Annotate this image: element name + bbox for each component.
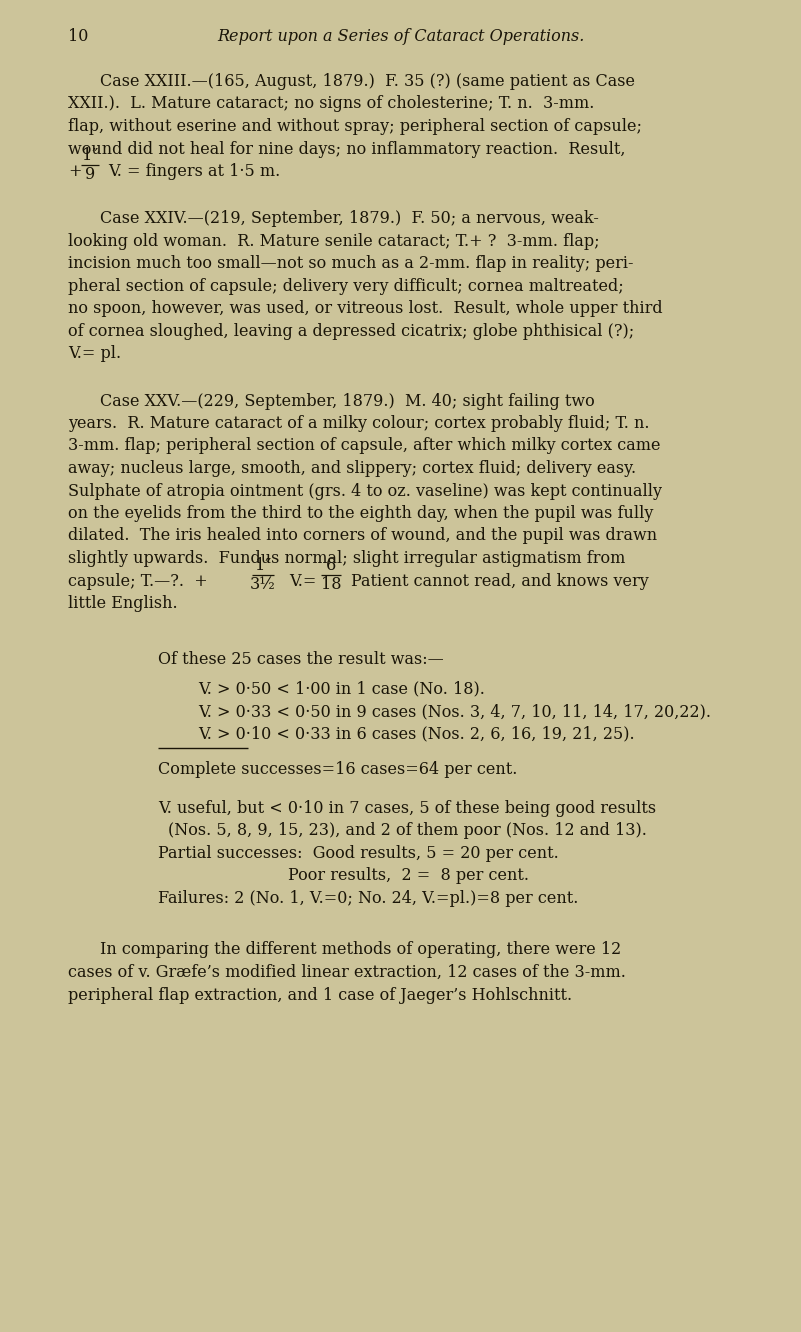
Text: Partial successes:  Good results, 5 = 20 per cent.: Partial successes: Good results, 5 = 20 … <box>158 844 559 862</box>
Text: Case XXIV.—(219, September, 1879.)  F. 50; a nervous, weak-: Case XXIV.—(219, September, 1879.) F. 50… <box>100 210 599 228</box>
Text: 3½: 3½ <box>250 575 276 593</box>
Text: XXII.).  L. Mature cataract; no signs of cholesterine; T. n.  3-mm.: XXII.). L. Mature cataract; no signs of … <box>68 96 594 112</box>
Text: V. > 0·10 < 0·33 in 6 cases (Nos. 2, 6, 16, 19, 21, 25).: V. > 0·10 < 0·33 in 6 cases (Nos. 2, 6, … <box>198 726 634 742</box>
Text: 18: 18 <box>320 575 341 593</box>
Text: Failures: 2 (No. 1, V.=0; No. 24, V.=pl.)=8 per cent.: Failures: 2 (No. 1, V.=0; No. 24, V.=pl.… <box>158 890 578 907</box>
Text: pheral section of capsule; delivery very difficult; cornea maltreated;: pheral section of capsule; delivery very… <box>68 278 624 294</box>
Text: 10: 10 <box>68 28 88 45</box>
Text: of cornea sloughed, leaving a depressed cicatrix; globe phthisical (?);: of cornea sloughed, leaving a depressed … <box>68 322 634 340</box>
Text: Case XXV.—(229, September, 1879.)  M. 40; sight failing two: Case XXV.—(229, September, 1879.) M. 40;… <box>100 393 595 409</box>
Text: In comparing the different methods of operating, there were 12: In comparing the different methods of op… <box>100 942 622 959</box>
Text: years.  R. Mature cataract of a milky colour; cortex probably fluid; T. n.: years. R. Mature cataract of a milky col… <box>68 416 650 432</box>
Text: 3-mm. flap; peripheral section of capsule, after which milky cortex came: 3-mm. flap; peripheral section of capsul… <box>68 437 661 454</box>
Text: peripheral flap extraction, and 1 case of Jaeger’s Hohlschnitt.: peripheral flap extraction, and 1 case o… <box>68 987 572 1003</box>
Text: 9: 9 <box>85 166 95 184</box>
Text: V.= pl.: V.= pl. <box>68 345 121 362</box>
Text: incision much too small—not so much as a 2-mm. flap in reality; peri-: incision much too small—not so much as a… <box>68 256 634 272</box>
Text: Case XXIII.—(165, August, 1879.)  F. 35 (?) (same patient as Case: Case XXIII.—(165, August, 1879.) F. 35 (… <box>100 73 635 91</box>
Text: capsule; T.—?.  +: capsule; T.—?. + <box>68 573 207 590</box>
Text: V. > 0·33 < 0·50 in 9 cases (Nos. 3, 4, 7, 10, 11, 14, 17, 20,22).: V. > 0·33 < 0·50 in 9 cases (Nos. 3, 4, … <box>198 703 711 721</box>
Text: cases of v. Græfe’s modified linear extraction, 12 cases of the 3-mm.: cases of v. Græfe’s modified linear extr… <box>68 964 626 980</box>
Text: wound did not heal for nine days; no inflammatory reaction.  Result,: wound did not heal for nine days; no inf… <box>68 140 626 157</box>
Text: away; nucleus large, smooth, and slippery; cortex fluid; delivery easy.: away; nucleus large, smooth, and slipper… <box>68 460 636 477</box>
Text: V. > 0·50 < 1·00 in 1 case (No. 18).: V. > 0·50 < 1·00 in 1 case (No. 18). <box>198 681 485 698</box>
Text: on the eyelids from the third to the eighth day, when the pupil was fully: on the eyelids from the third to the eig… <box>68 505 654 522</box>
Text: Sulphate of atropia ointment (grs. 4 to oz. vaseline) was kept continually: Sulphate of atropia ointment (grs. 4 to … <box>68 482 662 500</box>
Text: +: + <box>68 163 82 180</box>
Text: no spoon, however, was used, or vitreous lost.  Result, whole upper third: no spoon, however, was used, or vitreous… <box>68 300 662 317</box>
Text: slightly upwards.  Fundus normal; slight irregular astigmatism from: slightly upwards. Fundus normal; slight … <box>68 550 626 567</box>
Text: little English.: little English. <box>68 595 178 611</box>
Text: V.=: V.= <box>289 573 316 590</box>
Text: 1″: 1″ <box>255 557 271 574</box>
Text: V. = fingers at 1·5 m.: V. = fingers at 1·5 m. <box>108 163 280 180</box>
Text: Poor results,  2 =  8 per cent.: Poor results, 2 = 8 per cent. <box>288 867 529 884</box>
Text: V. useful, but < 0·10 in 7 cases, 5 of these being good results: V. useful, but < 0·10 in 7 cases, 5 of t… <box>158 799 656 817</box>
Text: Of these 25 cases the result was:—: Of these 25 cases the result was:— <box>158 651 444 669</box>
Text: 6: 6 <box>326 557 336 574</box>
Text: flap, without eserine and without spray; peripheral section of capsule;: flap, without eserine and without spray;… <box>68 119 642 135</box>
Text: Report upon a Series of Cataract Operations.: Report upon a Series of Cataract Operati… <box>217 28 584 45</box>
Text: (Nos. 5, 8, 9, 15, 23), and 2 of them poor (Nos. 12 and 13).: (Nos. 5, 8, 9, 15, 23), and 2 of them po… <box>168 822 647 839</box>
Text: Patient cannot read, and knows very: Patient cannot read, and knows very <box>351 573 649 590</box>
Text: 1″: 1″ <box>82 147 99 164</box>
Text: dilated.  The iris healed into corners of wound, and the pupil was drawn: dilated. The iris healed into corners of… <box>68 527 657 545</box>
Text: Complete successes=16 cases=64 per cent.: Complete successes=16 cases=64 per cent. <box>158 762 517 778</box>
Text: looking old woman.  R. Mature senile cataract; T.+ ?  3-mm. flap;: looking old woman. R. Mature senile cata… <box>68 233 600 250</box>
